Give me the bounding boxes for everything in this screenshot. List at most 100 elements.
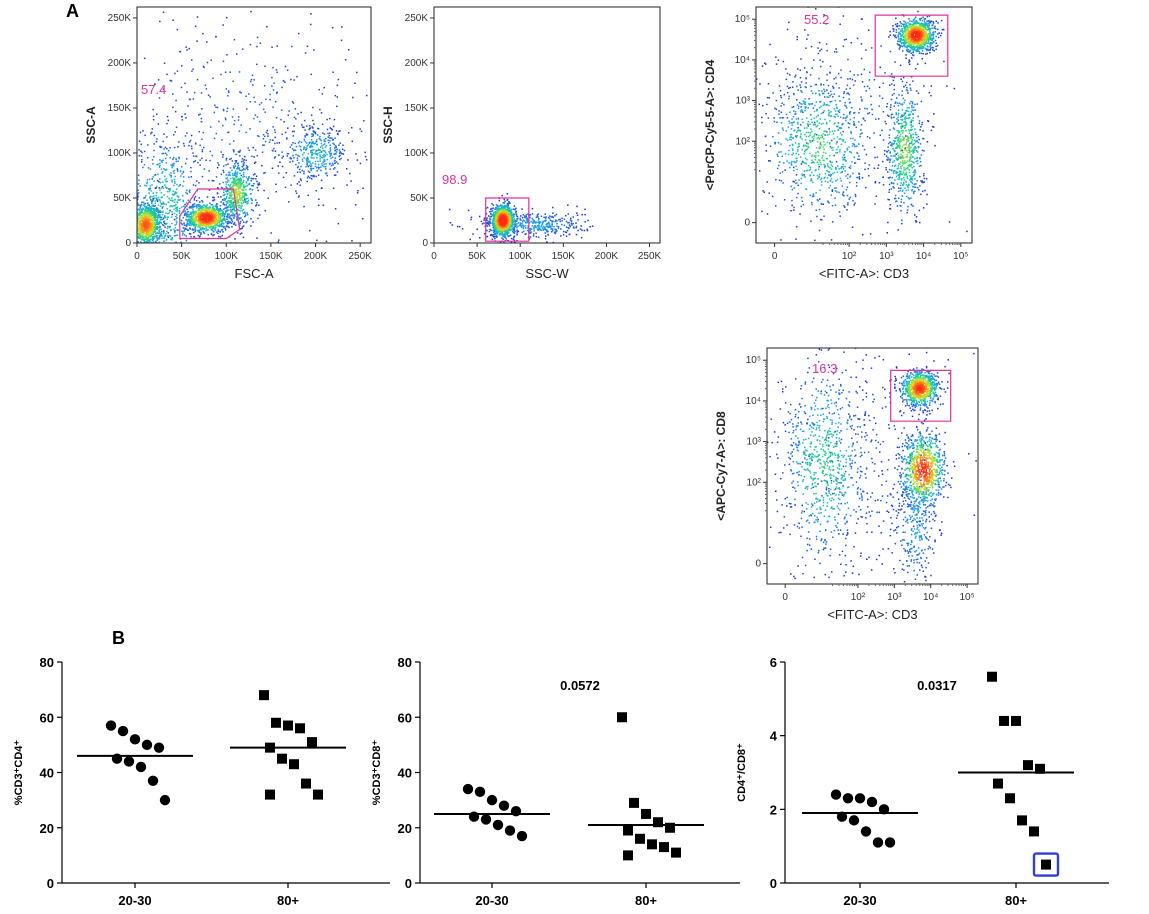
event-dot	[510, 221, 512, 224]
event-dot	[189, 227, 191, 229]
event-dot	[329, 155, 331, 157]
event-dot	[281, 165, 284, 168]
event-dot	[234, 163, 236, 165]
event-dot	[256, 186, 259, 189]
event-dot	[195, 224, 198, 226]
event-dot	[510, 219, 513, 222]
event-dot	[131, 233, 133, 235]
event-dot	[310, 167, 313, 170]
event-dot	[154, 224, 157, 226]
event-dot	[131, 228, 133, 230]
event-dot	[580, 236, 583, 239]
event-dot	[218, 120, 220, 123]
event-dot	[164, 215, 166, 217]
event-dot	[154, 212, 156, 215]
event-dot	[211, 229, 213, 232]
event-dot	[157, 173, 159, 175]
event-dot	[311, 135, 313, 138]
event-dot	[192, 208, 194, 211]
event-dot	[160, 288, 162, 290]
event-dot	[216, 166, 219, 169]
event-dot	[337, 133, 339, 136]
event-dot	[214, 224, 216, 226]
event-dot	[134, 210, 136, 212]
event-dot	[541, 223, 544, 225]
event-dot	[183, 145, 186, 147]
event-dot	[134, 219, 136, 221]
event-dot	[232, 189, 234, 192]
event-dot	[196, 207, 198, 209]
event-dot	[145, 205, 147, 208]
event-dot	[229, 183, 232, 186]
event-dot	[242, 174, 245, 176]
event-dot	[227, 216, 229, 219]
event-dot	[141, 224, 144, 226]
event-dot	[359, 162, 362, 165]
event-dot	[360, 130, 363, 133]
event-dot	[304, 135, 306, 137]
event-dot	[141, 236, 144, 238]
event-dot	[188, 47, 190, 50]
event-dot	[308, 141, 311, 144]
event-dot	[244, 215, 246, 218]
event-dot	[469, 238, 471, 241]
event-dot	[146, 199, 148, 201]
event-dot	[187, 229, 189, 231]
event-dot	[488, 223, 490, 226]
event-dot	[164, 277, 166, 279]
event-dot	[249, 188, 252, 190]
event-dot	[158, 281, 160, 283]
event-dot	[147, 207, 150, 209]
event-dot	[141, 212, 144, 214]
event-dot	[501, 205, 503, 208]
event-dot	[206, 229, 208, 231]
event-dot	[503, 228, 506, 230]
event-dot	[132, 205, 134, 207]
event-dot	[170, 174, 172, 177]
event-dot	[313, 142, 315, 145]
event-dot	[191, 70, 193, 73]
event-dot	[319, 149, 321, 151]
event-dot	[305, 147, 307, 149]
event-dot	[140, 229, 142, 231]
event-dot	[513, 225, 516, 228]
event-dot	[500, 204, 502, 207]
event-dot	[498, 232, 501, 235]
event-dot	[174, 224, 176, 226]
event-dot	[216, 187, 219, 189]
event-dot	[143, 202, 145, 204]
event-dot	[162, 247, 164, 249]
event-dot	[238, 190, 240, 192]
event-dot	[159, 162, 161, 165]
event-dot	[529, 214, 532, 216]
event-dot	[323, 165, 325, 168]
event-dot	[232, 174, 234, 176]
event-dot	[481, 223, 484, 225]
event-dot	[209, 221, 212, 224]
event-dot	[131, 247, 133, 249]
event-dot	[187, 247, 189, 249]
event-dot	[576, 205, 578, 208]
event-dot	[321, 145, 323, 147]
event-dot	[535, 235, 538, 238]
event-dot	[295, 153, 297, 156]
event-dot	[189, 201, 192, 204]
event-dot	[529, 232, 532, 234]
event-dot	[550, 227, 553, 230]
event-dot	[312, 175, 314, 177]
event-dot	[312, 145, 314, 148]
event-dot	[551, 228, 554, 230]
event-dot	[512, 214, 515, 216]
event-dot	[234, 189, 236, 192]
event-dot	[478, 215, 481, 218]
event-dot	[200, 228, 202, 231]
event-dot	[365, 159, 368, 161]
event-dot	[133, 240, 135, 242]
event-dot	[255, 205, 257, 207]
event-dot	[171, 213, 173, 216]
event-dot	[254, 101, 256, 103]
event-dot	[306, 125, 308, 127]
event-dot	[235, 224, 237, 226]
event-dot	[238, 192, 241, 195]
event-dot	[240, 201, 243, 204]
